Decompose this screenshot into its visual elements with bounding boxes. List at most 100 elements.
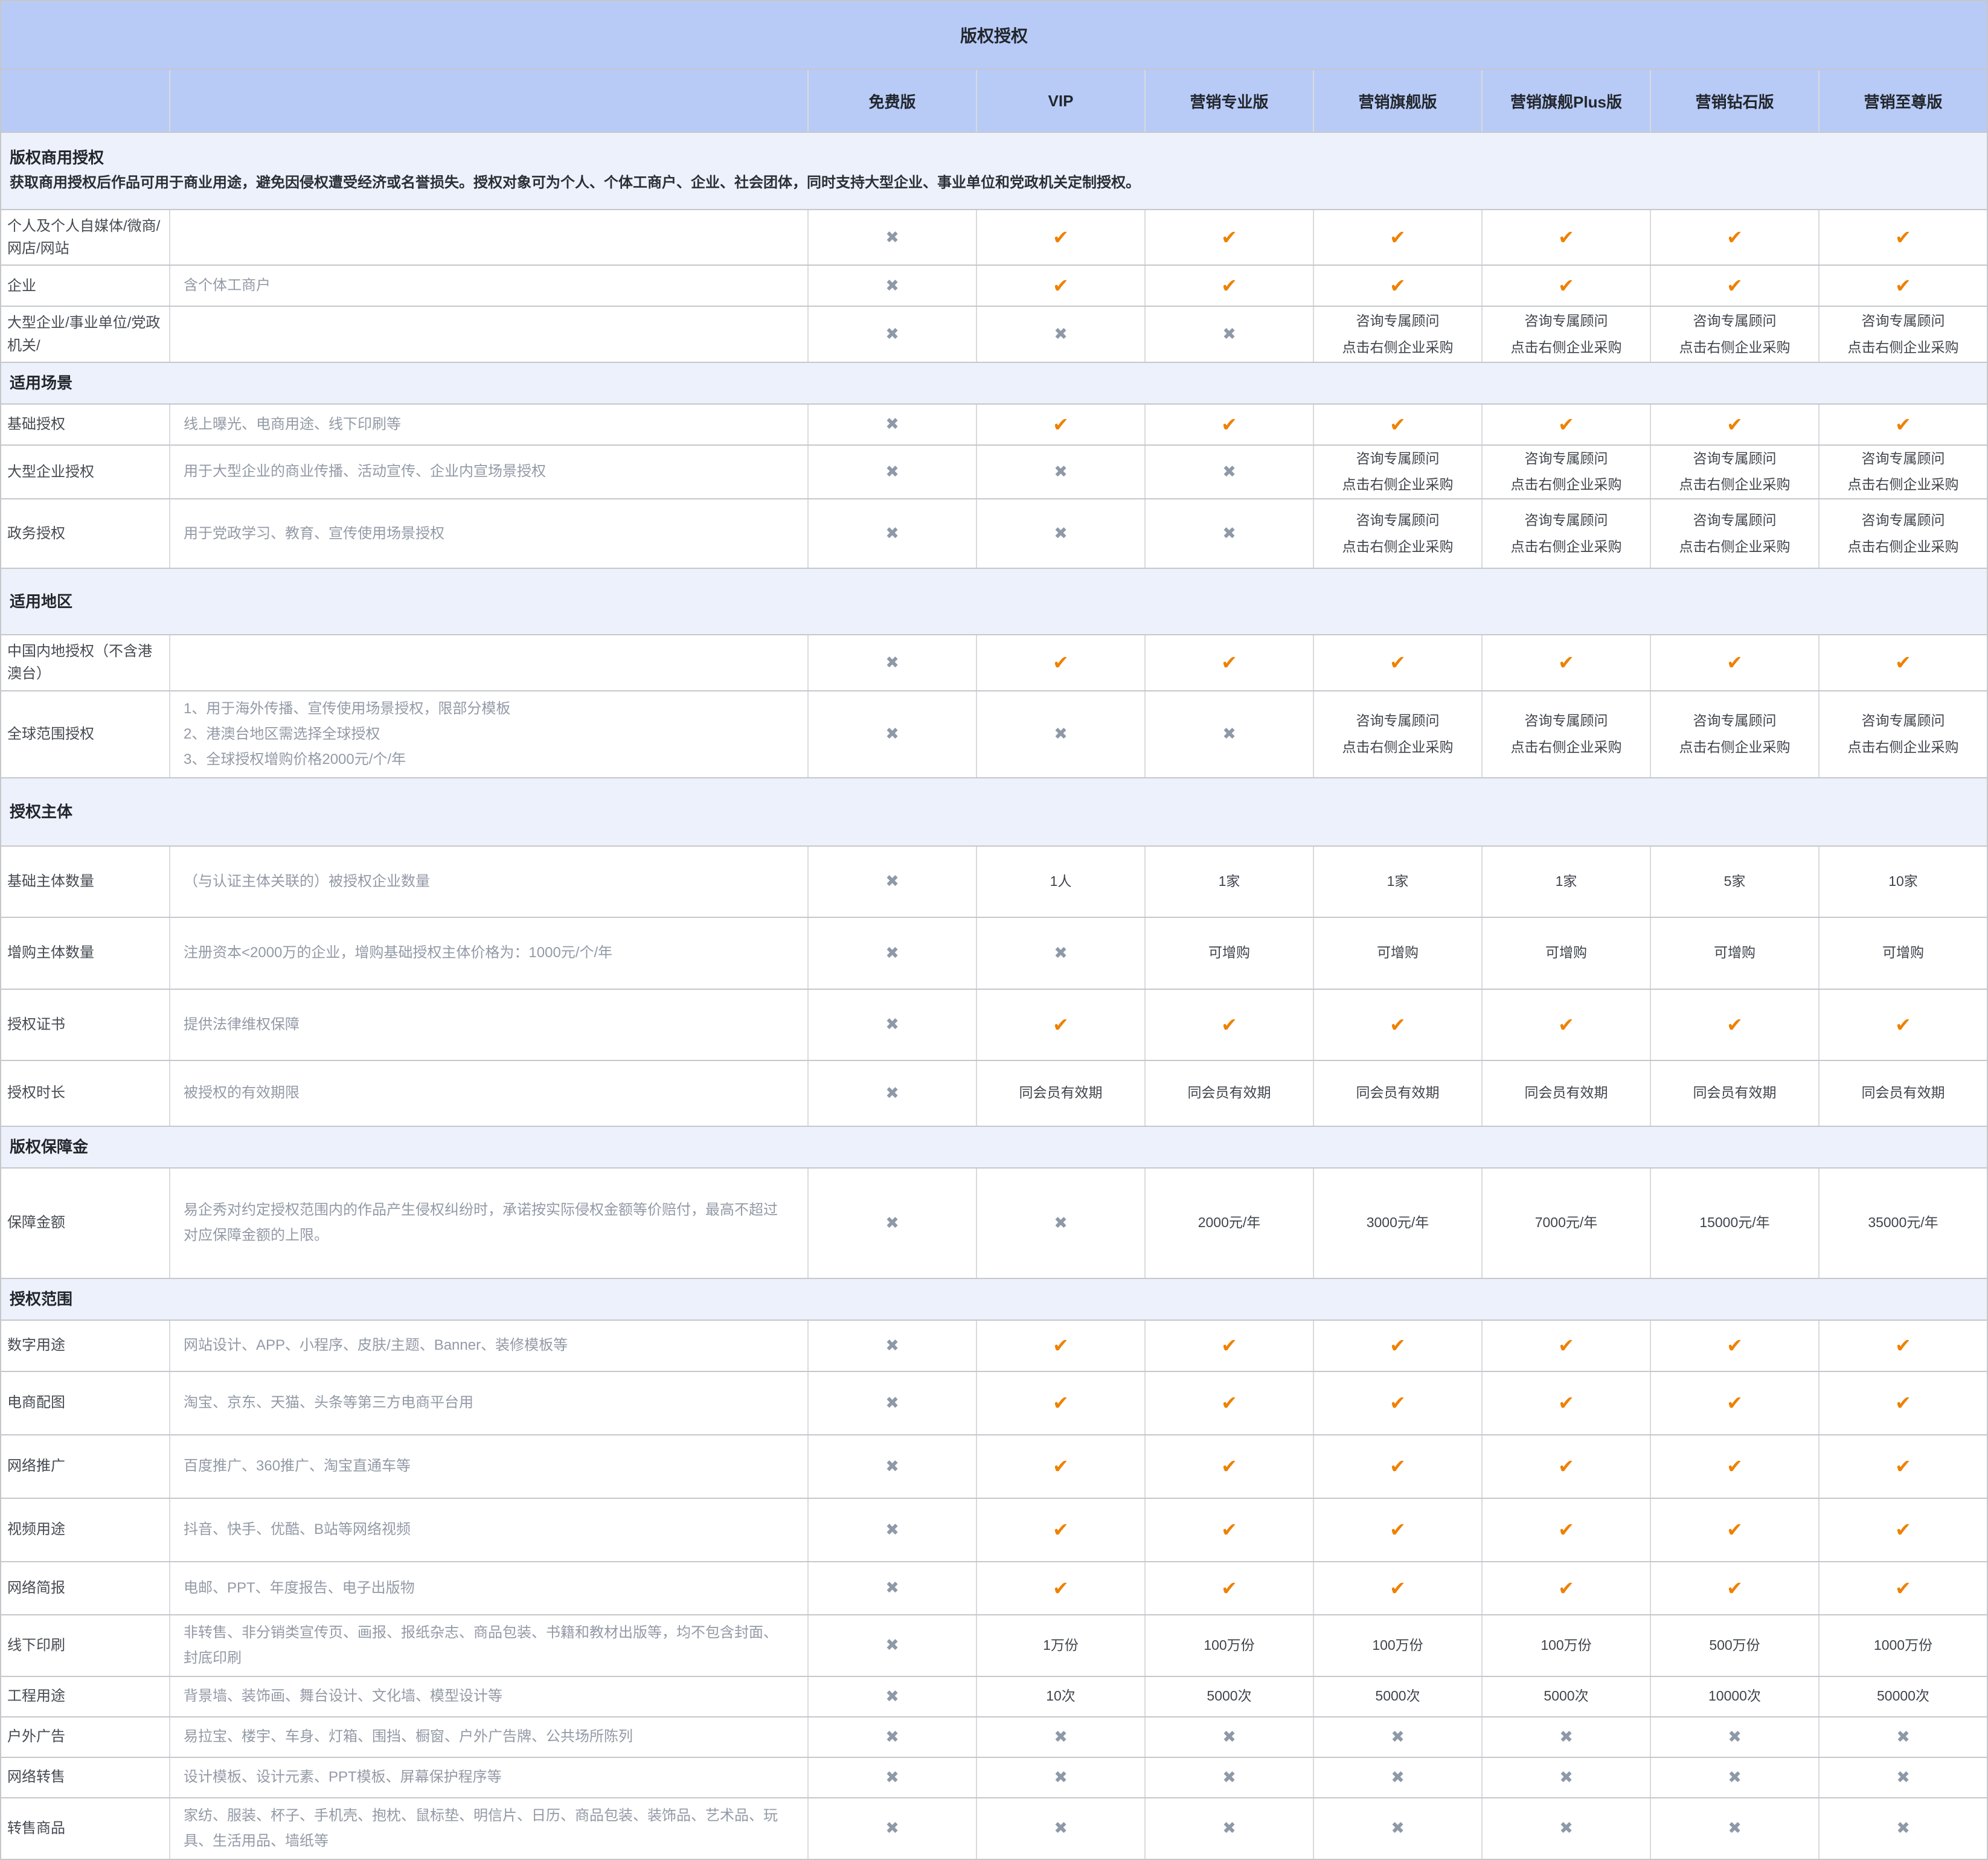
value-cell-check: ✔	[1313, 1320, 1481, 1371]
row-description: 电邮、PPT、年度报告、电子出版物	[169, 1562, 807, 1614]
consult-line: 咨询专属顾问	[1693, 512, 1777, 528]
consult-line: 点击右侧企业采购	[1510, 339, 1622, 355]
value-cell-check: ✔	[976, 1562, 1144, 1614]
row-description	[169, 635, 807, 690]
row-label: 工程用途	[7, 1688, 65, 1705]
value-cell-consult: 咨询专属顾问 点击右侧企业采购	[1481, 691, 1650, 777]
cross-icon: ✖	[1391, 1768, 1405, 1786]
check-icon: ✔	[1727, 1519, 1743, 1541]
value-cell-check: ✔	[1650, 635, 1818, 690]
table-row: 网络推广 百度推广、360推广、淘宝直通车等 ✖ ✔ ✔ ✔ ✔ ✔ ✔	[1, 1434, 1987, 1498]
cross-icon: ✖	[1054, 1768, 1068, 1786]
value-cell-cross: ✖	[807, 499, 976, 568]
cross-icon: ✖	[1054, 1727, 1068, 1746]
table-row: 授权时长 被授权的有效期限 ✖ 同会员有效期 同会员有效期 同会员有效期 同会员有效期 同会员…	[1, 1059, 1987, 1126]
cross-icon: ✖	[885, 1393, 899, 1412]
value-cell-cross: ✖	[807, 1060, 976, 1126]
table-row: 网络转售 设计模板、设计元素、PPT模板、屏幕保护程序等 ✖ ✖ ✖ ✖ ✖ ✖ ✖	[1, 1756, 1987, 1797]
check-icon: ✔	[1895, 652, 1911, 674]
value-cell-check: ✔	[1313, 210, 1481, 265]
check-icon: ✔	[1390, 1519, 1406, 1541]
cross-icon: ✖	[885, 1819, 899, 1837]
row-label: 增购主体数量	[7, 944, 94, 961]
value-cell-text: 同会员有效期	[1818, 1060, 1987, 1126]
consult-line: 咨询专属顾问	[1861, 312, 1945, 329]
consult-line: 点击右侧企业采购	[1342, 339, 1454, 355]
check-icon: ✔	[1221, 1392, 1237, 1414]
value-cell-text: 可增购	[1650, 917, 1818, 989]
value-cell-text: 同会员有效期	[1481, 1060, 1650, 1126]
consult-line: 咨询专属顾问	[1524, 712, 1608, 728]
value-cell-text: 3000元/年	[1313, 1168, 1481, 1278]
consult-line: 咨询专属顾问	[1356, 450, 1440, 466]
check-icon: ✔	[1221, 1013, 1237, 1036]
check-icon: ✔	[1727, 1392, 1743, 1414]
cross-icon: ✖	[885, 228, 899, 246]
plan-column-header: 营销至尊版	[1818, 70, 1987, 132]
table-row: 增购主体数量 注册资本<2000万的企业，增购基础授权主体价格为：1000元/个/…	[1, 916, 1987, 989]
value-cell-text: 1家	[1313, 846, 1481, 917]
value-cell-cross: ✖	[807, 691, 976, 777]
table-row: 转售商品 家纺、服装、杯子、手机壳、抱枕、鼠标垫、明信片、日历、商品包装、装饰品、…	[1, 1797, 1987, 1859]
row-description: 家纺、服装、杯子、手机壳、抱枕、鼠标垫、明信片、日历、商品包装、装饰品、艺术品、…	[169, 1798, 807, 1859]
check-icon: ✔	[1221, 275, 1237, 297]
plan-column-header: 营销旗舰版	[1313, 70, 1481, 132]
consult-line: 点击右侧企业采购	[1847, 739, 1959, 755]
cross-icon: ✖	[1391, 1727, 1405, 1746]
value-cell-check: ✔	[976, 989, 1144, 1060]
value-cell-cross: ✖	[807, 1717, 976, 1757]
cross-icon: ✖	[1222, 462, 1236, 481]
consult-line: 点击右侧企业采购	[1510, 476, 1622, 493]
cross-icon: ✖	[1222, 1727, 1236, 1746]
row-description: 背景墙、装饰画、舞台设计、文化墙、模型设计等	[169, 1676, 807, 1716]
row-description: 线上曝光、电商用途、线下印刷等	[169, 404, 807, 444]
value-cell-cross: ✖	[807, 1371, 976, 1434]
value-cell-cross: ✖	[1650, 1757, 1818, 1797]
value-cell-text: 10家	[1818, 846, 1987, 917]
table-row: 网络简报 电邮、PPT、年度报告、电子出版物 ✖ ✔ ✔ ✔ ✔ ✔ ✔	[1, 1560, 1987, 1614]
check-icon: ✔	[1221, 652, 1237, 674]
row-description: 非转售、非分销类宣传页、画报、报纸杂志、商品包装、书籍和教材出版等，均不包含封面…	[169, 1615, 807, 1676]
value-cell-text: 5000次	[1144, 1676, 1313, 1716]
cross-icon: ✖	[885, 1579, 899, 1597]
value-cell-text: 同会员有效期	[1650, 1060, 1818, 1126]
row-label: 视频用途	[7, 1521, 65, 1538]
value-cell-cross: ✖	[976, 691, 1144, 777]
value-cell-check: ✔	[1650, 404, 1818, 444]
value-cell-check: ✔	[1144, 1435, 1313, 1498]
value-cell-check: ✔	[1481, 1371, 1650, 1434]
check-icon: ✔	[1895, 1392, 1911, 1414]
consult-line: 点击右侧企业采购	[1510, 739, 1622, 755]
value-cell-consult: 咨询专属顾问 点击右侧企业采购	[1650, 691, 1818, 777]
table-row: 视频用途 抖音、快手、优酷、B站等网络视频 ✖ ✔ ✔ ✔ ✔ ✔ ✔	[1, 1497, 1987, 1561]
row-label: 基础授权	[7, 416, 65, 433]
value-cell-text: 可增购	[1144, 917, 1313, 989]
consult-line: 点击右侧企业采购	[1847, 538, 1959, 554]
value-cell-check: ✔	[1650, 1320, 1818, 1371]
cross-icon: ✖	[885, 524, 899, 543]
cross-icon: ✖	[1054, 1819, 1068, 1837]
cross-icon: ✖	[1054, 725, 1068, 743]
row-description: 被授权的有效期限	[169, 1060, 807, 1126]
table-row: 线下印刷 非转售、非分销类宣传页、画报、报纸杂志、商品包装、书籍和教材出版等，均不…	[1, 1614, 1987, 1676]
check-icon: ✔	[1053, 413, 1069, 435]
check-icon: ✔	[1053, 1577, 1069, 1599]
check-icon: ✔	[1558, 226, 1574, 249]
consult-line: 咨询专属顾问	[1693, 712, 1777, 728]
row-label: 政务授权	[7, 525, 65, 542]
value-cell-check: ✔	[1650, 1562, 1818, 1614]
cross-icon: ✖	[885, 1213, 899, 1232]
value-cell-text: 10000次	[1650, 1676, 1818, 1716]
value-cell-cross: ✖	[1144, 1757, 1313, 1797]
row-description: 1、用于海外传播、宣传使用场景授权，限部分模板 2、港澳台地区需选择全球授权 3…	[169, 691, 807, 777]
check-icon: ✔	[1390, 1455, 1406, 1477]
value-cell-text: 15000元/年	[1650, 1168, 1818, 1278]
check-icon: ✔	[1727, 1577, 1743, 1599]
value-cell-cross: ✖	[807, 846, 976, 917]
check-icon: ✔	[1727, 226, 1743, 249]
check-icon: ✔	[1053, 652, 1069, 674]
value-cell-check: ✔	[1481, 1562, 1650, 1614]
value-cell-check: ✔	[1818, 1320, 1987, 1371]
value-cell-text: 10次	[976, 1676, 1144, 1716]
